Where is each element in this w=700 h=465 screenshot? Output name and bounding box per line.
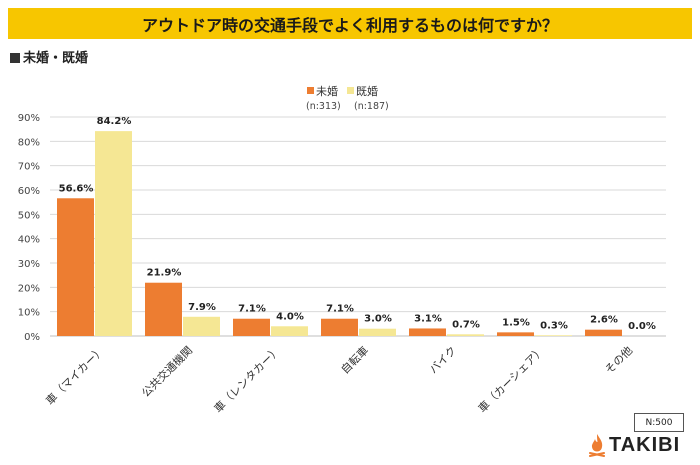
y-tick-label: 20% — [18, 283, 40, 294]
data-label: 84.2% — [97, 116, 132, 127]
y-tick-label: 90% — [18, 113, 40, 124]
y-tick-label: 70% — [18, 162, 40, 173]
legend-label: 既婚 — [356, 84, 378, 98]
bar-married — [359, 328, 396, 336]
data-label: 56.6% — [59, 183, 94, 194]
legend-label: 未婚 — [316, 84, 338, 98]
y-tick-label: 0% — [24, 332, 40, 343]
bar-unmarried — [497, 332, 534, 336]
bar-married — [447, 334, 484, 336]
bar-unmarried — [145, 282, 182, 336]
x-tick-label: 車（マイカー） — [43, 343, 107, 407]
bar-married — [183, 316, 220, 336]
x-tick-label: その他 — [603, 344, 636, 377]
sample-size-note: N:500 — [634, 413, 684, 432]
y-tick-label: 30% — [18, 259, 40, 270]
brand-logo: TAKIBI — [588, 432, 680, 458]
bar-married — [95, 131, 132, 336]
legend-swatch-married — [347, 87, 354, 94]
chart-title: アウトドア時の交通手段でよく利用するものは何ですか？ — [141, 15, 558, 35]
data-label: 0.3% — [540, 320, 568, 331]
data-label: 7.9% — [188, 302, 216, 313]
data-label: 4.0% — [276, 311, 304, 322]
bar-unmarried — [321, 318, 358, 336]
square-bullet-icon — [10, 53, 20, 63]
data-label: 3.0% — [364, 314, 392, 325]
bar-married — [535, 335, 572, 336]
x-tick-label: バイク — [427, 344, 459, 376]
y-tick-label: 50% — [18, 210, 40, 221]
x-tick-label: 車（レンタカー） — [211, 343, 283, 415]
data-label: 0.7% — [452, 319, 480, 330]
x-tick-label: 自転車 — [338, 343, 371, 376]
x-tick-label: 車（カーシェア） — [475, 343, 547, 415]
chart-title-bar: アウトドア時の交通手段でよく利用するものは何ですか？ — [8, 8, 692, 39]
y-tick-label: 60% — [18, 186, 40, 197]
y-tick-label: 40% — [18, 235, 40, 246]
data-label: 21.9% — [147, 268, 182, 279]
data-label: 2.6% — [590, 315, 618, 326]
data-label: 1.5% — [502, 317, 530, 328]
legend-sample-size: (n:187) — [354, 101, 389, 112]
bar-unmarried — [233, 318, 270, 336]
campfire-icon — [589, 434, 605, 457]
x-tick-label: 公共交通機関 — [139, 343, 196, 400]
data-label: 7.1% — [326, 304, 354, 315]
data-label: 7.1% — [238, 304, 266, 315]
brand-name: TAKIBI — [609, 433, 681, 456]
data-label: 3.1% — [414, 313, 442, 324]
bar-unmarried — [585, 329, 622, 336]
legend-swatch-unmarried — [307, 87, 314, 94]
bar-unmarried — [409, 328, 446, 336]
y-tick-label: 80% — [18, 137, 40, 148]
legend-sample-size: (n:313) — [306, 101, 341, 112]
chart-subtitle: 未婚・既婚 — [10, 47, 88, 66]
data-label: 0.0% — [628, 321, 656, 332]
y-tick-label: 10% — [18, 308, 40, 319]
bar-married — [271, 326, 308, 336]
bar-unmarried — [57, 198, 94, 336]
subtitle-text: 未婚・既婚 — [23, 51, 89, 66]
